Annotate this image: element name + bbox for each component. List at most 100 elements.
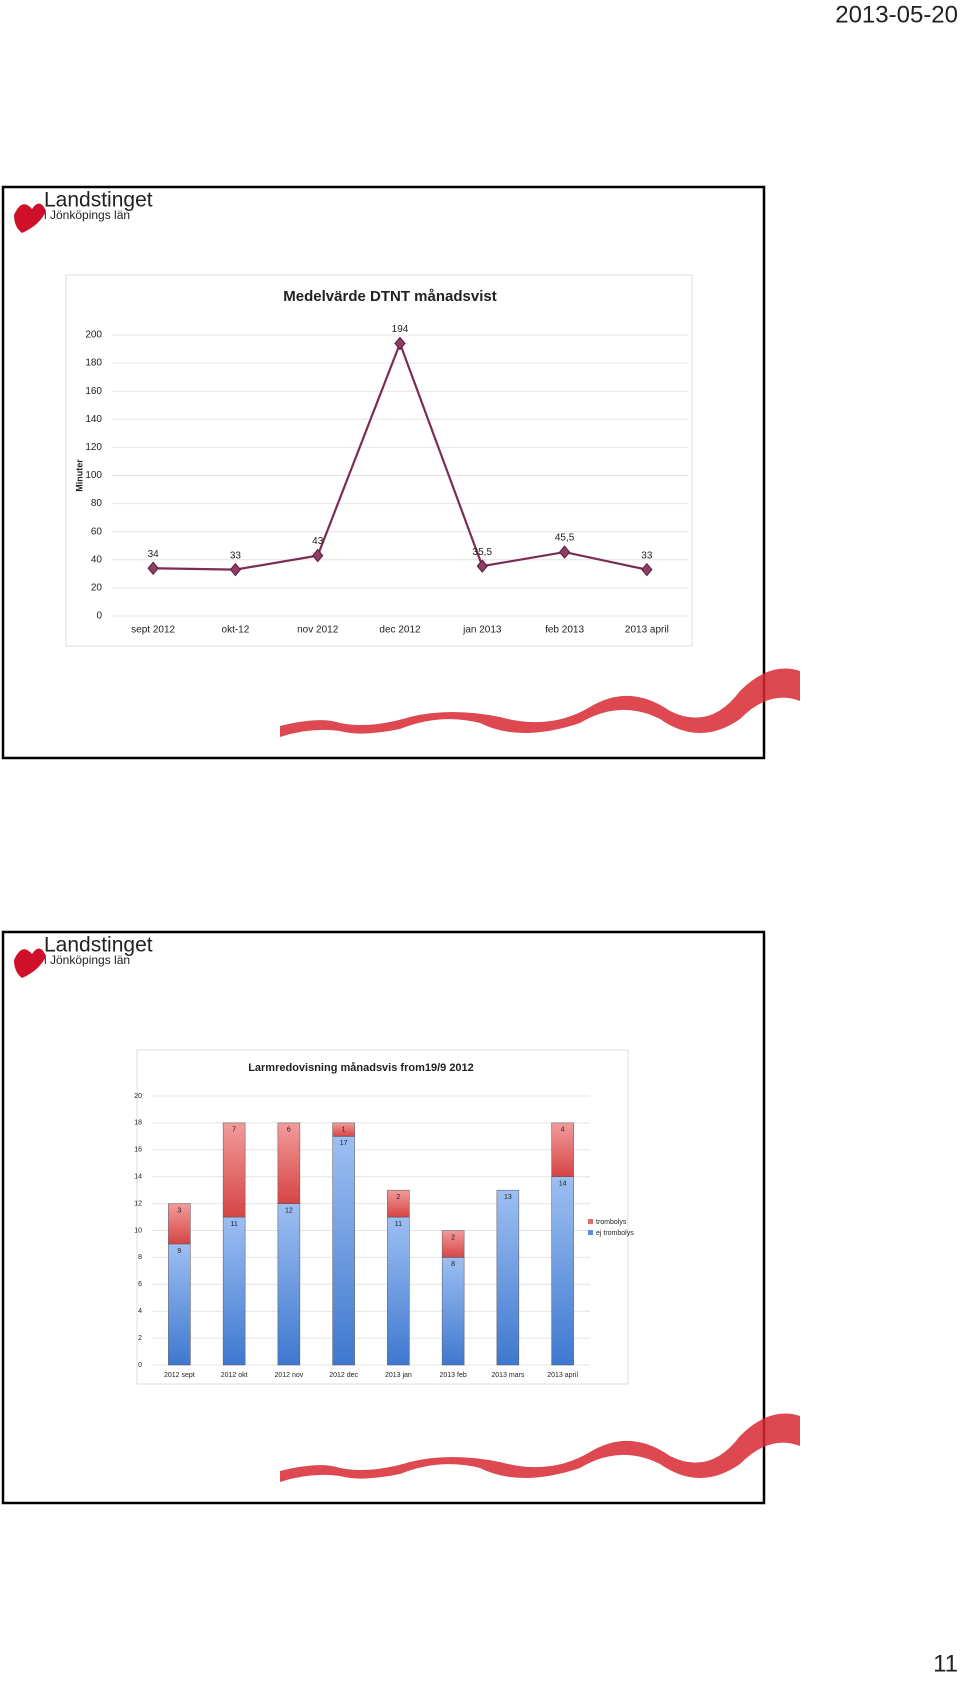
y-tick-label: 12 xyxy=(134,1200,142,1207)
data-label: 13 xyxy=(504,1194,512,1201)
x-tick-label: 2013 april xyxy=(547,1372,578,1379)
x-tick-label: 2012 okt xyxy=(221,1372,248,1379)
bar-segment xyxy=(551,1122,574,1177)
data-label: 34 xyxy=(148,549,160,560)
marker xyxy=(229,562,242,577)
y-tick-label: 200 xyxy=(85,330,102,341)
x-tick-label: 2013 april xyxy=(625,625,669,636)
chart-title: Larmredovisning månadsvis from19/9 2012 xyxy=(248,1062,474,1074)
legend-swatch xyxy=(588,1230,593,1235)
data-label: 2 xyxy=(396,1194,400,1201)
x-tick-label: 2013 mars xyxy=(491,1372,525,1379)
bar-segment xyxy=(441,1257,465,1366)
header-date: 2013-05-20 xyxy=(835,1,958,28)
data-label: 4 xyxy=(561,1127,565,1134)
legend-label: ej trombolys xyxy=(596,1230,634,1237)
data-label: 1 xyxy=(342,1127,346,1134)
logo-mark xyxy=(14,203,46,233)
data-label: 35,5 xyxy=(473,547,493,558)
y-tick-label: 4 xyxy=(138,1308,142,1315)
bar-segment xyxy=(387,1216,410,1366)
y-tick-label: 80 xyxy=(91,498,103,509)
x-tick-label: 2012 sept xyxy=(164,1372,195,1379)
data-label: 8 xyxy=(451,1261,455,1268)
data-label: 33 xyxy=(641,550,653,561)
x-tick-label: okt-12 xyxy=(222,625,250,636)
marker xyxy=(147,561,159,576)
ribbon xyxy=(280,1413,800,1482)
y-tick-label: 180 xyxy=(85,358,102,369)
logo-name: Landstinget xyxy=(44,189,153,212)
data-label: 45,5 xyxy=(555,533,575,544)
bar-segment xyxy=(496,1189,520,1366)
legend-swatch xyxy=(588,1219,593,1224)
y-tick-label: 120 xyxy=(85,442,102,453)
y-tick-label: 2 xyxy=(138,1335,142,1342)
data-label: 3 xyxy=(177,1207,181,1214)
x-tick-label: 2012 dec xyxy=(329,1372,358,1379)
data-label: 194 xyxy=(392,324,409,335)
y-tick-label: 100 xyxy=(85,470,102,481)
bar-segment xyxy=(222,1216,246,1366)
data-label: 12 xyxy=(285,1207,293,1214)
chart-frame xyxy=(65,274,693,647)
x-tick-label: 2013 jan xyxy=(385,1372,412,1379)
marker xyxy=(476,559,488,573)
data-label: 11 xyxy=(230,1221,237,1228)
y-tick-label: 8 xyxy=(138,1254,142,1261)
x-tick-label: feb 2013 xyxy=(545,625,584,636)
y-tick-label: 140 xyxy=(85,414,102,425)
x-tick-label: 2013 feb xyxy=(440,1372,467,1379)
y-tick-label: 60 xyxy=(91,526,103,537)
bar-segment xyxy=(551,1176,574,1366)
bar-segment xyxy=(277,1122,301,1204)
data-label: 17 xyxy=(340,1140,348,1147)
y-tick-label: 16 xyxy=(134,1147,142,1154)
data-label: 9 xyxy=(177,1248,181,1255)
x-tick-label: 2012 nov xyxy=(274,1372,303,1379)
data-label: 33 xyxy=(230,550,242,561)
y-tick-label: 0 xyxy=(96,611,102,622)
y-tick-label: 160 xyxy=(85,386,102,397)
marker xyxy=(394,336,406,351)
bar-segment xyxy=(387,1189,410,1218)
bar-segment xyxy=(222,1122,246,1218)
y-tick-label: 10 xyxy=(134,1227,142,1234)
bar-segment xyxy=(277,1203,301,1366)
marker xyxy=(312,548,324,563)
bar-segment xyxy=(441,1230,465,1258)
logo-sub: i Jönköpings län xyxy=(44,953,130,967)
bar-segment xyxy=(332,1136,355,1366)
chart-frame xyxy=(136,1049,629,1385)
x-tick-label: sept 2012 xyxy=(131,625,175,636)
marker xyxy=(641,562,653,577)
data-label: 11 xyxy=(395,1221,402,1228)
y-tick-label: 18 xyxy=(134,1120,142,1127)
logo-sub: i Jönköpings län xyxy=(44,208,130,222)
x-tick-label: jan 2013 xyxy=(462,625,502,636)
x-tick-label: nov 2012 xyxy=(297,625,339,636)
data-label: 43 xyxy=(312,536,324,547)
bar-segment xyxy=(168,1243,191,1366)
data-label: 2 xyxy=(451,1234,455,1241)
bar-segment xyxy=(332,1122,355,1137)
logo-mark xyxy=(14,948,46,978)
bar-segment xyxy=(168,1203,191,1245)
x-tick-label: dec 2012 xyxy=(379,625,421,636)
page-number: 11 xyxy=(933,1650,958,1677)
data-label: 6 xyxy=(287,1127,291,1134)
data-label: 14 xyxy=(559,1181,567,1188)
legend-label: trombolys xyxy=(596,1219,627,1226)
y-tick-label: 0 xyxy=(138,1362,142,1369)
y-tick-label: 40 xyxy=(91,554,103,565)
ribbon xyxy=(280,668,800,737)
logo-name: Landstinget xyxy=(44,934,153,957)
y-tick-label: 20 xyxy=(91,583,103,594)
y-tick-label: 14 xyxy=(134,1174,142,1181)
chart-title: Medelvärde DTNT månadsvist xyxy=(283,288,496,305)
y-tick-label: 20 xyxy=(134,1093,142,1100)
y-tick-label: 6 xyxy=(138,1281,142,1288)
marker xyxy=(558,545,571,559)
data-label: 7 xyxy=(232,1127,236,1134)
